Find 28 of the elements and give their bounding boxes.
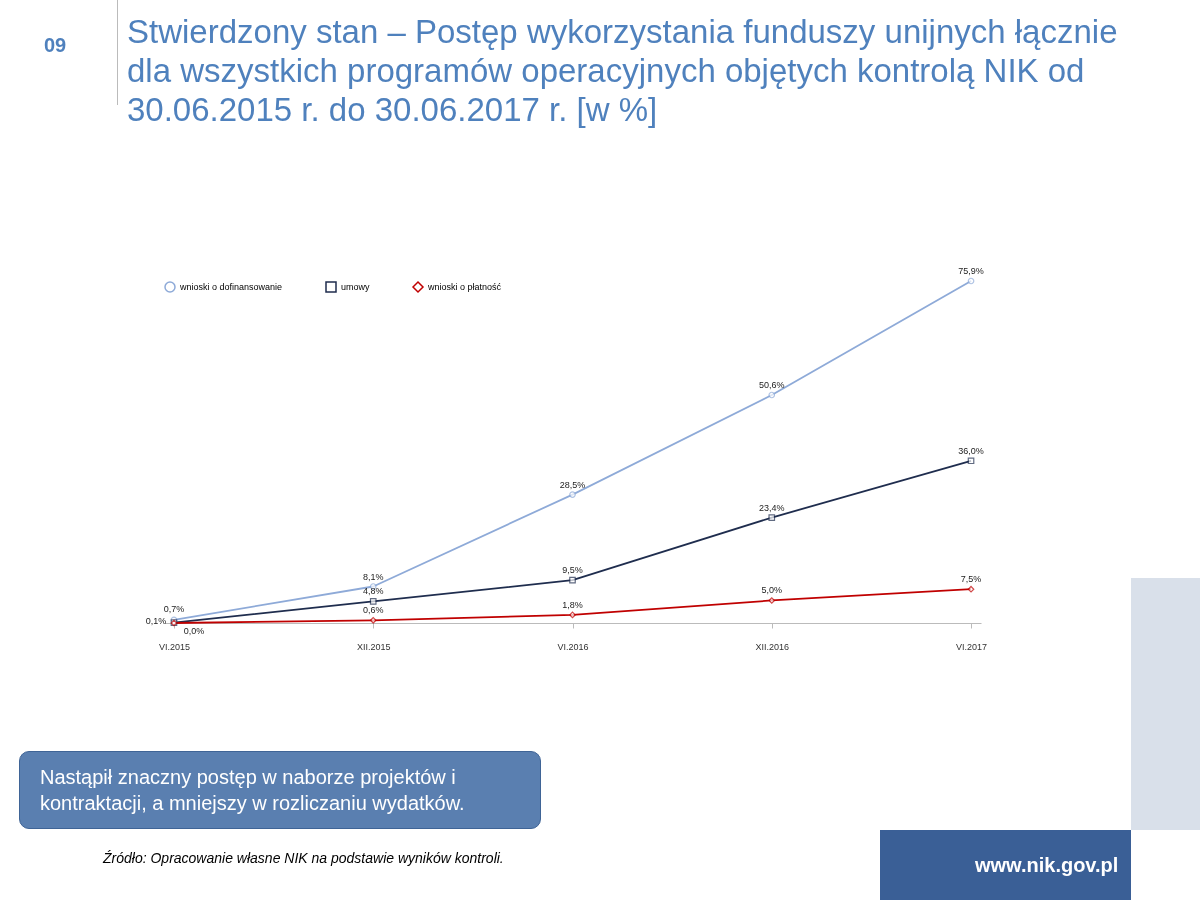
legend-label: wnioski o dofinansowanie xyxy=(179,282,283,292)
data-label: 0,0% xyxy=(183,626,205,636)
data-label: 9,5% xyxy=(562,565,583,576)
data-label: 8,1% xyxy=(362,571,384,582)
data-label: 1,8% xyxy=(562,599,583,610)
data-label: 50,6% xyxy=(759,380,785,390)
data-label: 0,1% xyxy=(145,615,167,626)
text: www.nik.gov.pl xyxy=(975,854,1119,877)
x-tick-label: XII.2016 xyxy=(755,641,790,652)
data-label: 7,5% xyxy=(960,574,982,585)
text: Nastąpił znaczny postęp w naborze projektów i kontraktacji, a mniejszy w rozliczaniu wydatków. xyxy=(19,751,541,829)
data-label: 0,6% xyxy=(362,605,384,616)
legend-label: wnioski o płatność xyxy=(427,282,502,292)
x-tick-label: VI.2017 xyxy=(956,641,988,652)
x-tick-label: VI.2016 xyxy=(557,641,589,652)
text: Źródło: Opracowanie własne NIK na podstawie wyników kontroli. xyxy=(103,850,504,866)
data-label: 5,0% xyxy=(761,585,783,596)
data-label: 4,8% xyxy=(362,586,384,597)
data-label: 36,0% xyxy=(958,445,984,456)
chart-title: Stwierdzony stan – Postęp wykorzystania funduszy unijnych łącznie dla wszystkich programów operacyjnych objętych kontrolą NIK od 30.06.2015 r. do 30.06.2017 r. [w %] xyxy=(127,12,1119,129)
data-label: 0,7% xyxy=(163,603,185,614)
data-label: 28,5% xyxy=(559,479,586,490)
x-tick-label: XII.2015 xyxy=(356,641,391,652)
data-label: 23,4% xyxy=(759,502,785,513)
data-label: 75,9% xyxy=(958,266,984,276)
x-tick-label: VI.2015 xyxy=(158,641,190,652)
legend-label: umowy xyxy=(341,282,371,292)
text: 09 xyxy=(44,34,67,57)
